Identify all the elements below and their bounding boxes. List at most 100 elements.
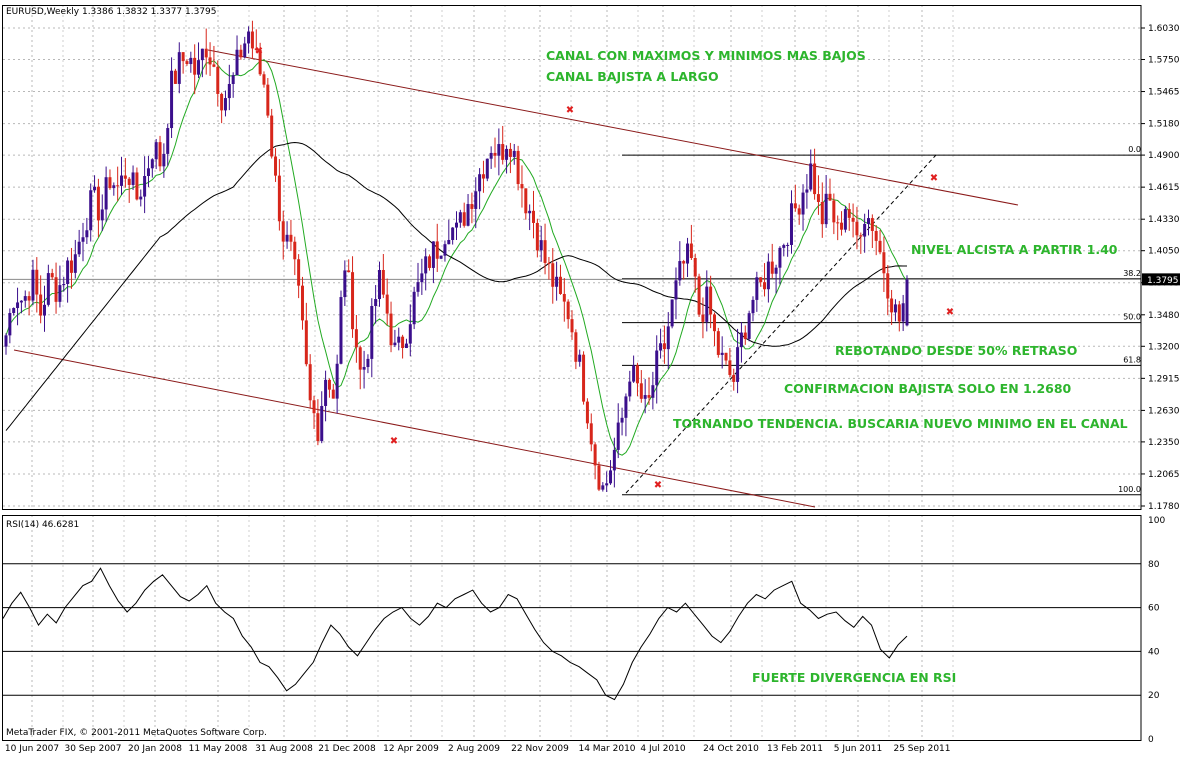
y-tick-label: 1.5750	[1148, 55, 1180, 65]
candle-body	[874, 230, 878, 241]
candle-body	[616, 422, 620, 450]
candle-body	[243, 43, 247, 58]
candle-body	[247, 31, 251, 44]
candle-body	[447, 239, 451, 245]
candle-body	[69, 260, 73, 273]
fib-level-label: 38.2	[1123, 269, 1141, 278]
candle-body	[528, 210, 532, 214]
candle-body	[547, 262, 551, 264]
annotation-text: CANAL BAJISTA A LARGO	[546, 69, 719, 84]
candle-body	[343, 270, 347, 298]
x-tick-label: 2 Aug 2009	[448, 744, 500, 754]
candle-body	[574, 332, 578, 362]
candle-body	[666, 326, 670, 350]
candle-body	[235, 49, 239, 76]
y-tick-label: 1.5180	[1148, 120, 1180, 130]
candle-body	[54, 277, 58, 302]
candle-body	[801, 192, 805, 215]
candle-body	[166, 128, 170, 154]
candle-body	[578, 354, 582, 362]
x-marker: ✖	[946, 307, 954, 318]
y-tick-label: 1.4050	[1148, 247, 1180, 257]
candle-body	[96, 186, 100, 221]
candle-body	[227, 84, 231, 99]
candle-body	[789, 203, 793, 245]
candle-body	[555, 276, 559, 287]
candle-body	[751, 299, 755, 314]
candle-body	[793, 203, 797, 209]
candle-body	[31, 269, 35, 301]
candle-body	[312, 400, 316, 414]
candle-body	[223, 98, 227, 111]
x-tick-label: 14 Mar 2010	[578, 744, 635, 754]
fib-level-label: 50.0	[1123, 313, 1141, 322]
candle-body	[443, 244, 447, 256]
candle-body	[455, 222, 458, 228]
x-tick-label: 21 Dec 2008	[318, 744, 376, 754]
candle-body	[81, 237, 85, 242]
candle-body	[770, 261, 774, 274]
x-tick-label: 25 Sep 2011	[893, 744, 950, 754]
candle-body	[736, 347, 740, 382]
candle-body	[297, 259, 301, 286]
y-tick-label: 1.2350	[1148, 438, 1180, 448]
candle-body	[408, 324, 412, 344]
candle-body	[824, 193, 828, 225]
candle-body	[774, 267, 778, 274]
x-marker: ✖	[390, 436, 398, 447]
candle-body	[743, 332, 747, 339]
candle-body	[747, 313, 751, 339]
candle-body	[470, 204, 474, 209]
candle-body	[150, 159, 154, 169]
candle-body	[393, 342, 397, 346]
candle-body	[632, 365, 636, 382]
y-tick-label: 1.2915	[1148, 374, 1180, 384]
candle-body	[478, 174, 482, 192]
x-tick-label: 24 Oct 2010	[703, 744, 759, 754]
candle-body	[635, 365, 639, 384]
candle-body	[570, 319, 574, 333]
y-tick-label: 1.3480	[1148, 311, 1180, 321]
candle-body	[316, 413, 320, 442]
ma-fast-line	[5, 59, 908, 456]
candle-body	[428, 256, 432, 268]
candle-body	[19, 300, 23, 303]
candle-body	[532, 210, 536, 223]
candle-body	[724, 352, 728, 361]
candle-body	[797, 208, 801, 215]
annotation-text: CONFIRMACION BAJISTA SOLO EN 1.2680	[784, 381, 1072, 396]
candle-body	[643, 395, 647, 399]
candle-body	[589, 423, 593, 445]
candle-body	[8, 312, 12, 336]
candle-body	[324, 379, 328, 406]
candle-body	[412, 291, 416, 325]
candle-body	[347, 270, 351, 273]
candle-body	[847, 209, 851, 218]
candle-body	[851, 217, 855, 222]
candle-body	[585, 401, 589, 424]
candle-body	[701, 314, 705, 322]
x-marker: ✖	[654, 480, 662, 491]
x-tick-label: 13 Feb 2011	[767, 744, 823, 754]
candle-body	[374, 299, 378, 306]
candle-body	[143, 175, 147, 197]
candle-body	[520, 184, 524, 189]
candle-body	[763, 282, 767, 290]
rsi-tick-label: 80	[1148, 560, 1160, 570]
candle-body	[35, 269, 39, 295]
annotation-text: TORNANDO TENDENCIA. BUSCARIA NUEVO MINIM…	[673, 416, 1128, 431]
candle-body	[381, 269, 385, 295]
candle-body	[651, 385, 655, 398]
candle-body	[339, 297, 343, 364]
annotation-text: CANAL CON MAXIMOS Y MINIMOS MAS BAJOS	[546, 48, 866, 63]
candle-body	[104, 177, 108, 210]
candle-body	[300, 285, 304, 321]
candle-body	[493, 152, 497, 156]
candle-body	[624, 396, 628, 418]
candle-body	[146, 168, 150, 176]
candle-body	[508, 148, 512, 157]
annotation-text: NIVEL ALCISTA A PARTIR 1.40	[911, 242, 1118, 257]
channel-upper-line	[207, 49, 1019, 206]
candle-body	[89, 190, 93, 231]
candle-body	[662, 343, 666, 350]
